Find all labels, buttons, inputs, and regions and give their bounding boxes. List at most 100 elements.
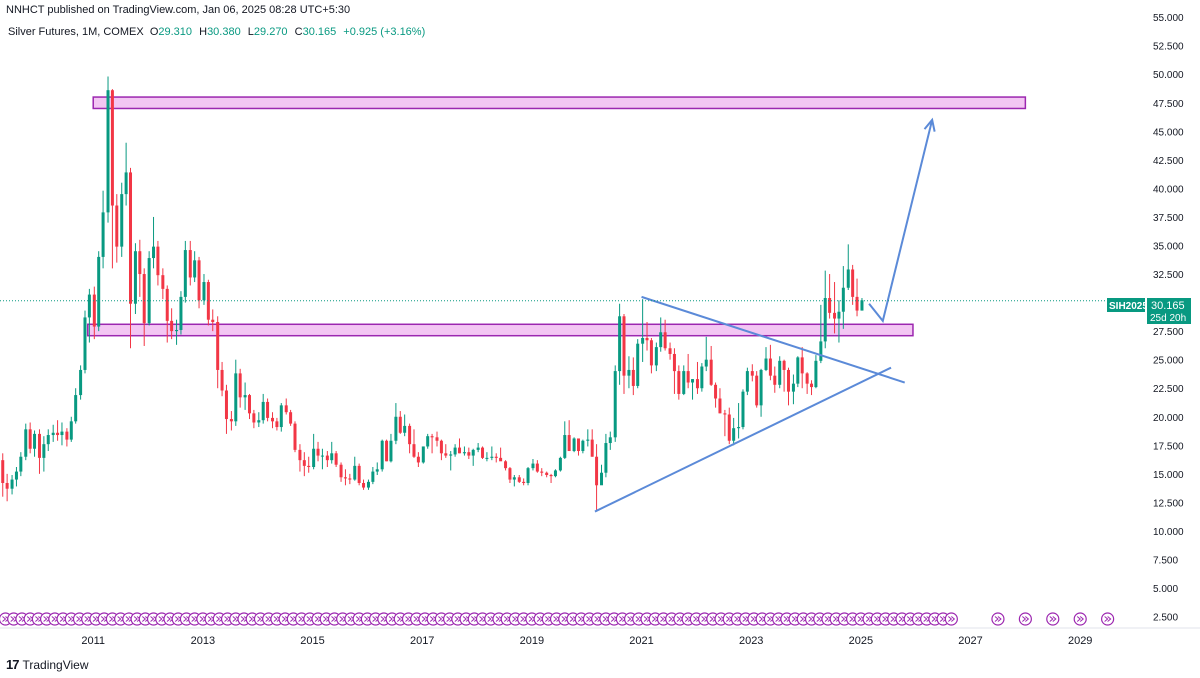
candle-body bbox=[531, 463, 535, 469]
event-marker-icon[interactable] bbox=[1018, 612, 1032, 626]
candle bbox=[508, 467, 512, 483]
candle bbox=[408, 423, 412, 454]
candle-body bbox=[271, 417, 275, 422]
candle bbox=[622, 314, 626, 394]
candle bbox=[14, 467, 18, 487]
x-tick-label: 2017 bbox=[410, 635, 434, 647]
event-marker-chevron bbox=[133, 616, 138, 622]
event-marker-icon[interactable] bbox=[1101, 612, 1115, 626]
candle-body bbox=[307, 465, 311, 468]
event-marker-chevron bbox=[306, 616, 311, 622]
candle bbox=[33, 430, 37, 457]
candle bbox=[837, 300, 841, 343]
event-marker-chevron bbox=[874, 616, 879, 622]
event-marker-chevron bbox=[347, 616, 352, 622]
candle-body bbox=[366, 481, 370, 488]
candle-body bbox=[576, 438, 580, 452]
candle bbox=[211, 309, 215, 332]
event-marker-chevron bbox=[429, 616, 434, 622]
candle bbox=[782, 359, 786, 392]
candle bbox=[316, 441, 320, 462]
candle bbox=[115, 194, 119, 263]
candle-body bbox=[837, 311, 841, 319]
candle bbox=[512, 475, 516, 487]
candle-body bbox=[745, 371, 749, 392]
support-zone bbox=[86, 323, 914, 337]
legend-open: 29.310 bbox=[158, 26, 193, 38]
candle-body bbox=[353, 465, 357, 480]
candle bbox=[504, 460, 508, 471]
event-marker-icon[interactable] bbox=[1046, 612, 1060, 626]
candle-body bbox=[764, 358, 768, 370]
candle bbox=[261, 393, 265, 424]
event-marker-icon[interactable] bbox=[944, 612, 958, 626]
candle-body bbox=[5, 482, 9, 489]
candle bbox=[723, 409, 727, 437]
candle bbox=[545, 471, 549, 478]
event-marker-chevron bbox=[413, 616, 418, 622]
candle-body bbox=[24, 429, 28, 457]
y-tick-label: 12.500 bbox=[1153, 498, 1184, 509]
candle-body bbox=[558, 457, 562, 471]
event-marker-chevron bbox=[421, 616, 426, 622]
price-axis[interactable]: 2.500 5.000 7.500 10.000 12.500 15.000 17.500 2… bbox=[1153, 13, 1184, 623]
candle-body bbox=[28, 429, 32, 449]
time-axis[interactable]: 2011 2013 2015 2017 2019 2021 2023 2025 2027 2029 bbox=[0, 627, 1200, 647]
candle-body bbox=[581, 440, 585, 452]
event-marker-icon[interactable] bbox=[1073, 612, 1087, 626]
event-marker-chevron bbox=[536, 616, 541, 622]
event-marker-chevron bbox=[141, 616, 147, 622]
candle-body bbox=[737, 427, 741, 429]
candle bbox=[714, 382, 718, 408]
candle bbox=[183, 240, 187, 303]
candle-body bbox=[590, 439, 594, 457]
event-marker-chevron bbox=[183, 616, 188, 622]
event-marker-chevron bbox=[898, 616, 903, 622]
candle bbox=[353, 456, 357, 481]
candle-body bbox=[220, 369, 224, 391]
candle-body bbox=[120, 194, 124, 247]
event-marker-chevron bbox=[339, 616, 344, 622]
candle-body bbox=[138, 251, 142, 275]
tradingview-footer[interactable]: 17 TradingView bbox=[6, 657, 89, 672]
candle bbox=[686, 353, 690, 389]
candle bbox=[786, 367, 790, 406]
y-tick-label: 17.500 bbox=[1153, 441, 1184, 452]
candle-body bbox=[641, 337, 645, 344]
candle-body bbox=[435, 437, 439, 441]
event-marker-icon[interactable] bbox=[991, 612, 1005, 626]
event-marker-chevron bbox=[684, 616, 689, 622]
candle-body bbox=[312, 448, 316, 468]
event-marker-chevron bbox=[915, 616, 920, 622]
candle-body bbox=[499, 457, 503, 462]
event-marker-chevron bbox=[643, 616, 648, 622]
candle bbox=[385, 439, 389, 462]
y-tick-label: 7.500 bbox=[1153, 555, 1178, 566]
candle bbox=[426, 433, 430, 449]
candle-body bbox=[535, 463, 539, 472]
candle-body bbox=[302, 460, 306, 466]
candle bbox=[5, 473, 9, 502]
y-tick-label: 42.500 bbox=[1153, 156, 1184, 167]
event-marker-chevron bbox=[224, 616, 229, 622]
event-marker-chevron bbox=[487, 616, 492, 622]
event-marker-chevron bbox=[158, 616, 163, 622]
event-marker-chevron bbox=[248, 616, 254, 622]
candle-body bbox=[709, 359, 713, 385]
candle bbox=[453, 444, 457, 457]
candle bbox=[682, 365, 686, 396]
candle bbox=[846, 244, 850, 291]
candle-body bbox=[298, 449, 302, 461]
candle bbox=[357, 463, 361, 486]
event-marker-chevron bbox=[322, 616, 328, 622]
legend-symbol: Silver Futures, 1M, COMEX bbox=[8, 26, 144, 38]
candle bbox=[600, 464, 604, 486]
candle-body bbox=[403, 425, 407, 433]
candle bbox=[334, 451, 338, 468]
candle-body bbox=[51, 432, 55, 436]
candle bbox=[549, 473, 553, 483]
event-marker-chevron bbox=[824, 616, 829, 622]
candle-body bbox=[672, 353, 676, 372]
candle bbox=[618, 303, 622, 385]
